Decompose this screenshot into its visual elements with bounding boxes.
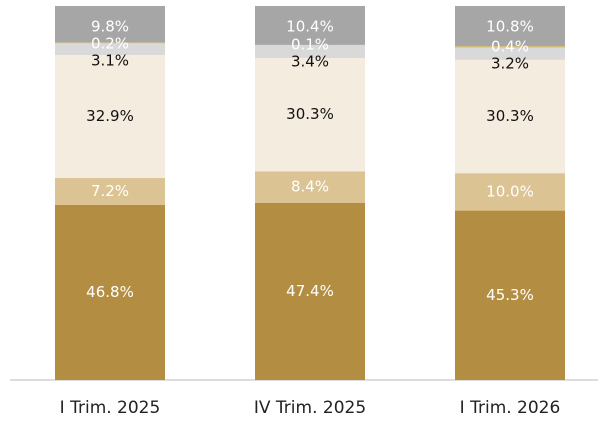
bar-segment bbox=[55, 6, 165, 43]
bar-segment bbox=[255, 171, 365, 203]
bar-segment bbox=[455, 47, 565, 60]
bar-segment bbox=[255, 202, 365, 380]
bar-segment bbox=[255, 6, 365, 45]
value-label: 3.4% bbox=[291, 53, 329, 71]
value-label: 10.0% bbox=[486, 182, 534, 200]
value-label: 10.4% bbox=[286, 18, 334, 36]
value-label: 45.3% bbox=[486, 286, 534, 304]
value-label: 47.4% bbox=[286, 282, 334, 300]
bar-segment bbox=[255, 45, 365, 58]
x-tick-label: IV Trim. 2025 bbox=[254, 398, 366, 418]
value-label: 0.2% bbox=[91, 35, 129, 53]
value-label: 9.8% bbox=[91, 18, 129, 36]
x-tick-label: I Trim. 2026 bbox=[460, 398, 561, 418]
x-tick-label: I Trim. 2025 bbox=[60, 398, 161, 418]
bar-segment bbox=[455, 210, 565, 380]
value-label: 7.2% bbox=[91, 182, 129, 200]
bar-segment bbox=[55, 178, 165, 205]
bar-segment bbox=[55, 54, 165, 179]
value-label: 30.3% bbox=[486, 107, 534, 125]
value-label: 0.1% bbox=[291, 36, 329, 54]
bar-segment bbox=[455, 173, 565, 211]
bar-segment bbox=[455, 59, 565, 174]
bar-segment bbox=[455, 46, 565, 48]
value-label: 46.8% bbox=[86, 283, 134, 301]
value-label: 30.3% bbox=[286, 105, 334, 123]
bar-segment bbox=[55, 204, 165, 380]
bar-segment bbox=[255, 57, 365, 172]
bar-segment bbox=[55, 43, 165, 55]
bar-segment bbox=[455, 6, 565, 47]
bar-segment bbox=[55, 42, 165, 44]
value-label: 10.8% bbox=[486, 18, 534, 36]
value-label: 8.4% bbox=[291, 178, 329, 196]
value-label: 0.4% bbox=[491, 38, 529, 56]
value-label: 3.1% bbox=[91, 52, 129, 70]
value-label: 32.9% bbox=[86, 107, 134, 125]
value-label: 3.2% bbox=[491, 55, 529, 73]
